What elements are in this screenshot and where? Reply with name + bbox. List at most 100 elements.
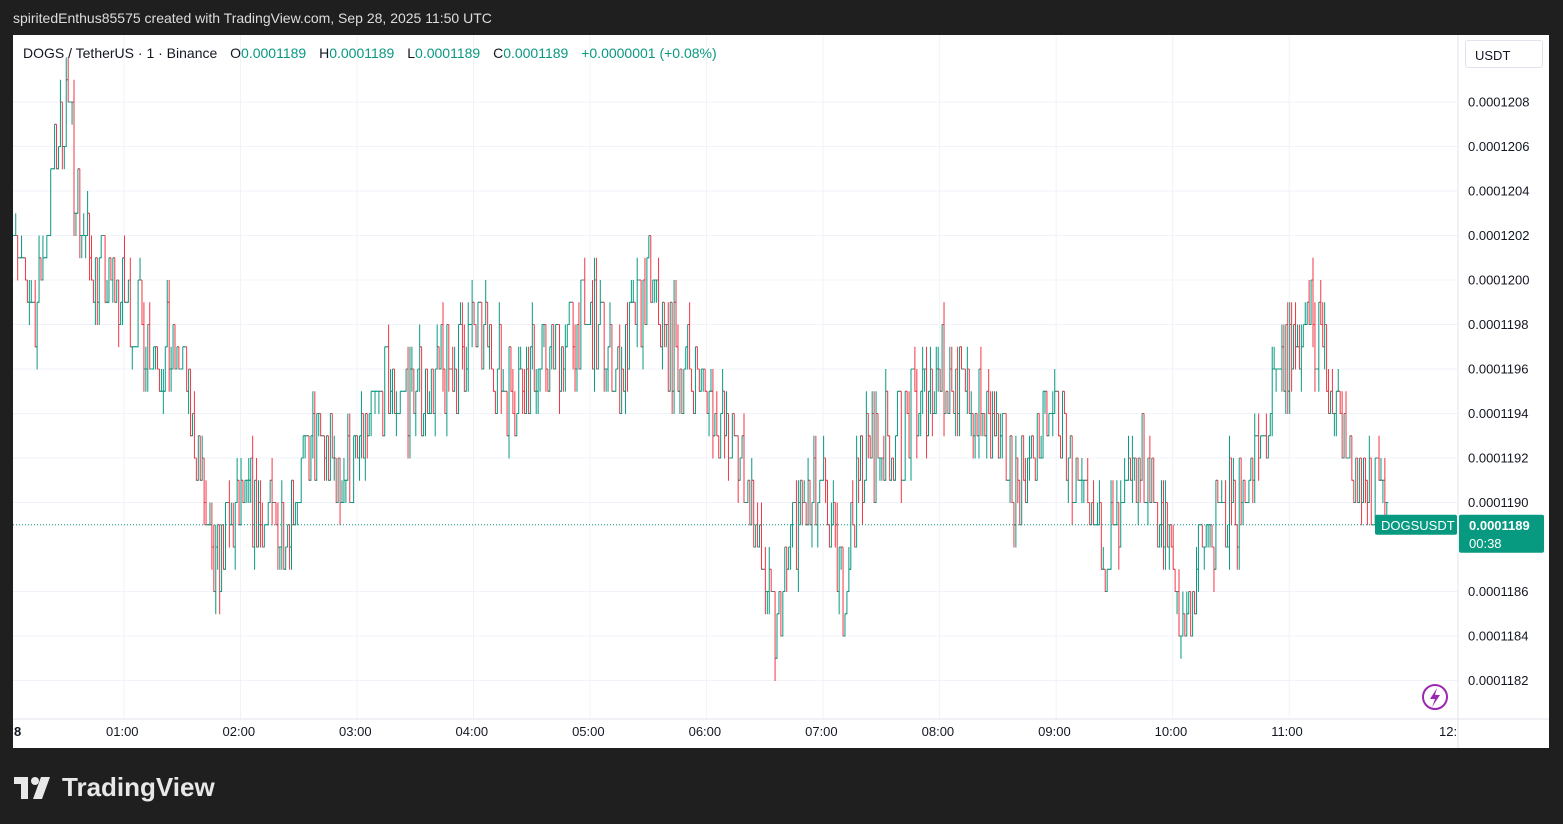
ohlc-bar	[682, 368, 686, 414]
ohlc-bar	[802, 480, 806, 503]
time-tick-label: 06:00	[689, 724, 722, 739]
ohlc-bar	[227, 480, 231, 548]
ohlc-bar	[398, 390, 402, 414]
ohlc-bar	[604, 368, 608, 392]
ohlc-bar	[676, 324, 680, 392]
ohlc-bar	[629, 280, 633, 303]
ohlc-bar	[880, 457, 884, 481]
ohlc-bar	[695, 346, 699, 370]
ohlc-bar	[1216, 479, 1220, 503]
ohlc-bar	[1074, 457, 1078, 503]
ohlc-bar	[1338, 390, 1342, 414]
ohlc-bar	[361, 413, 365, 459]
ohlc-bar	[39, 257, 43, 281]
ohlc-bar	[23, 257, 27, 281]
ohlc-bar	[732, 413, 736, 437]
time-tick-label: 08:00	[922, 724, 955, 739]
price-chart[interactable]: 0.0001208 0.0001206 0.0001204 0.0001202 0.00…	[13, 35, 1549, 748]
ohlc-bar	[344, 479, 348, 503]
symbol-legend: DOGS / TetherUS · 1 · Binance O0.0001189…	[23, 45, 726, 61]
ohlc-bar	[377, 390, 381, 414]
ohlc-bar	[1369, 457, 1373, 526]
ohlc-bar	[812, 435, 816, 503]
ohlc-bar	[909, 368, 913, 481]
ohlc-bar	[128, 257, 132, 348]
ohlc-bar	[1088, 502, 1092, 526]
currency-button[interactable]: USDT	[1465, 40, 1543, 68]
ohlc-bar	[1059, 435, 1063, 459]
ohlc-bar	[1010, 435, 1014, 503]
ohlc-bar	[668, 301, 672, 392]
ohlc-bar	[1177, 569, 1181, 637]
ohlc-bar	[546, 368, 550, 392]
ohlc-bar	[651, 279, 655, 303]
price-tick-label: 0.0001196	[1468, 362, 1529, 377]
ohlc-bar	[93, 257, 97, 325]
ohlc-bar	[787, 546, 791, 570]
ohlc-bar	[262, 524, 266, 548]
ohlc-bar	[1332, 413, 1336, 437]
price-tick-label: 0.0001194	[1468, 406, 1529, 421]
ohlc-bar	[142, 302, 146, 392]
ohlc-bar	[1086, 458, 1090, 503]
ohlc-bar	[670, 301, 674, 414]
ohlc-bar	[948, 346, 952, 414]
ohlc-bar	[649, 235, 653, 303]
ohlc-bar	[596, 324, 600, 370]
ohlc-bar	[420, 346, 424, 437]
tradingview-logo-icon	[14, 776, 50, 799]
ohlc-bar	[437, 346, 441, 370]
high-value: 0.0001189	[329, 45, 395, 61]
ohlc-bar	[1000, 413, 1004, 459]
ohlc-bar	[429, 368, 433, 414]
ohlc-bar	[903, 390, 907, 481]
ohlc-bar	[95, 257, 99, 325]
ohlc-bar	[229, 502, 233, 526]
ohlc-bar	[404, 368, 408, 392]
ohlc-bar	[1344, 391, 1348, 459]
ohlc-bar	[818, 479, 822, 503]
ohlc-bar	[1130, 435, 1134, 503]
ohlc-bar	[536, 368, 540, 414]
ohlc-bar	[528, 346, 532, 414]
ohlc-bar	[736, 435, 740, 503]
ohlc-bar	[658, 324, 662, 348]
ohlc-bar	[954, 368, 958, 437]
ohlc-bar	[973, 413, 977, 459]
ohlc-bar	[653, 279, 657, 303]
ohlc-bar	[177, 346, 181, 370]
ohlc-bar	[750, 458, 754, 526]
ohlc-bar	[571, 301, 575, 370]
ohlc-bar	[223, 502, 227, 570]
ohlc-bar	[862, 479, 866, 503]
ohlc-bar	[1239, 457, 1243, 526]
symbol-tag-bg	[1375, 514, 1457, 535]
ohlc-bar	[315, 413, 319, 481]
ohlc-bar	[1358, 457, 1362, 503]
price-tick-label: 0.0001186	[1468, 584, 1529, 599]
close-value: 0.0001189	[503, 45, 569, 61]
ohlc-bar	[167, 280, 171, 392]
ohlc-bar	[367, 413, 371, 437]
ohlc-bar	[511, 369, 515, 414]
ohlc-bar	[1303, 302, 1307, 325]
ohlc-bar	[1299, 324, 1303, 392]
ohlc-bar	[233, 502, 237, 570]
ohlc-bar	[965, 346, 969, 414]
ohlc-bar	[1272, 346, 1276, 370]
tradingview-brand[interactable]: TradingView	[14, 772, 215, 803]
ohlc-bar	[796, 480, 800, 592]
grid-lines	[13, 35, 1458, 719]
ohlc-bar	[758, 524, 762, 548]
ohlc-bar	[1206, 524, 1210, 548]
ohlc-bar	[1229, 457, 1233, 526]
lightning-icon[interactable]	[1422, 684, 1448, 710]
price-axis: 0.0001208 0.0001206 0.0001204 0.0001202 0.00…	[13, 35, 1549, 748]
ohlc-bar	[1117, 502, 1121, 570]
ohlc-bar	[359, 391, 363, 459]
ohlc-bar	[222, 524, 226, 570]
chart-frame[interactable]: 0.0001208 0.0001206 0.0001204 0.0001202 0.00…	[13, 35, 1549, 748]
ohlc-bar	[1361, 457, 1365, 503]
ohlc-bar	[89, 235, 93, 281]
ohlc-bar	[730, 413, 734, 459]
